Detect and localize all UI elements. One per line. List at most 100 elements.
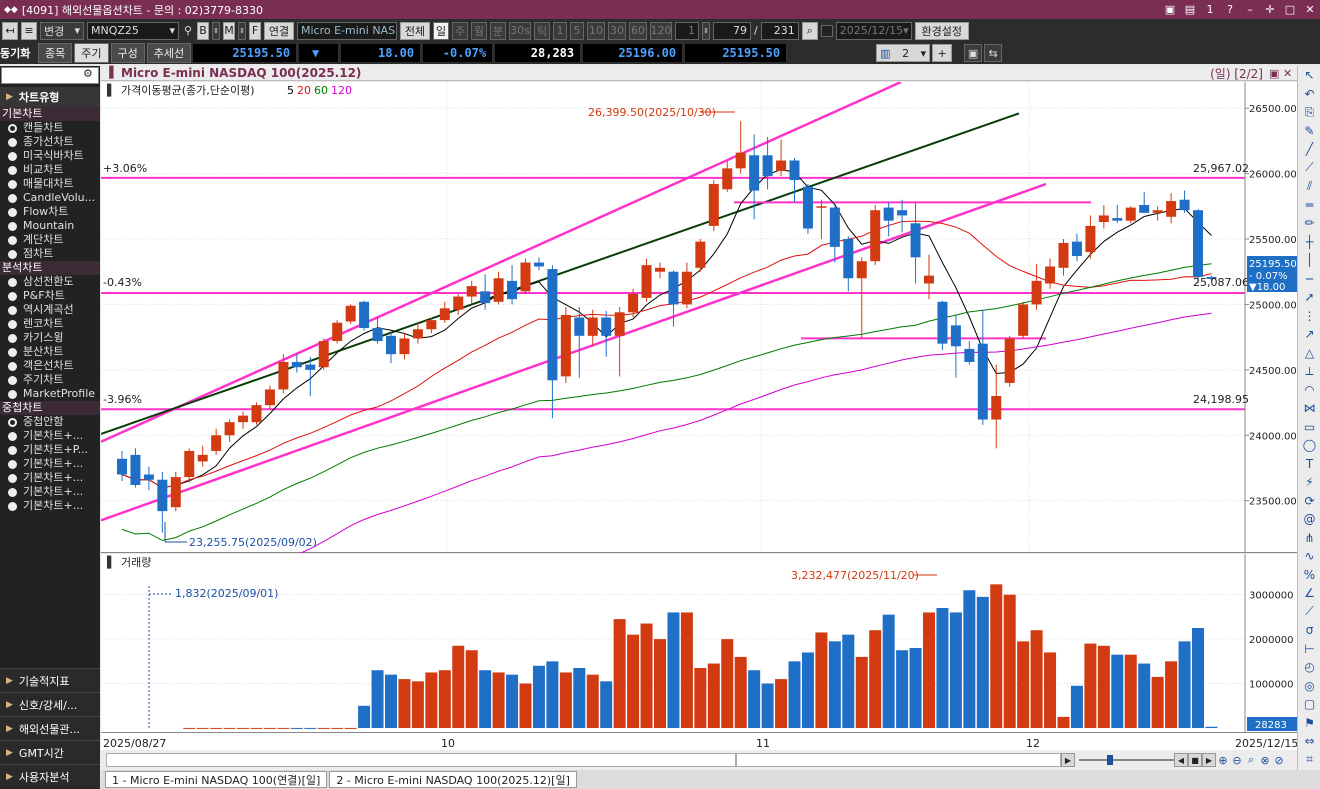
volume-bar[interactable] bbox=[815, 632, 828, 728]
m-spinner[interactable]: ⇕ bbox=[238, 21, 246, 40]
interval-120-button[interactable]: 120 bbox=[650, 21, 672, 40]
candle-body[interactable] bbox=[802, 186, 813, 229]
radio-icon[interactable] bbox=[8, 277, 17, 287]
scroll-right-button[interactable]: ▶ bbox=[1061, 753, 1075, 767]
sidebar-item[interactable]: 기본차트+... bbox=[0, 429, 100, 443]
candle-body[interactable] bbox=[587, 317, 598, 336]
candle-body[interactable] bbox=[184, 450, 195, 478]
ellipse-tool-icon[interactable]: ◯ bbox=[1302, 438, 1317, 453]
radio-icon[interactable] bbox=[8, 361, 17, 371]
period-tick-button[interactable]: 틱 bbox=[534, 21, 550, 40]
radio-icon[interactable] bbox=[8, 501, 17, 511]
candle-body[interactable] bbox=[641, 265, 652, 298]
volume-bar[interactable] bbox=[600, 681, 613, 728]
volume-bar[interactable] bbox=[465, 650, 478, 728]
volume-bar[interactable] bbox=[667, 612, 680, 728]
candle-body[interactable] bbox=[1112, 218, 1123, 221]
tab-symbol[interactable]: 종목 bbox=[38, 43, 73, 63]
volume-bar[interactable] bbox=[344, 727, 357, 729]
date-input[interactable]: 2025/12/15 ▾ bbox=[835, 21, 912, 40]
candle-body[interactable] bbox=[170, 477, 181, 508]
sidebar-item[interactable]: 비교차트 bbox=[0, 163, 100, 177]
candle-body[interactable] bbox=[453, 296, 464, 310]
volume-bar[interactable] bbox=[1178, 641, 1191, 728]
sidebar-menu-item[interactable]: ▶ 해외선물관... bbox=[0, 716, 100, 740]
candle-body[interactable] bbox=[829, 207, 840, 247]
volume-bar[interactable] bbox=[250, 727, 263, 729]
channel-upper-line[interactable] bbox=[100, 80, 902, 443]
settings-button[interactable]: 환경설정 bbox=[914, 21, 969, 40]
channel-lower-line[interactable] bbox=[100, 182, 1047, 522]
pattern-tool-icon[interactable]: ⌗ bbox=[1306, 752, 1313, 767]
candle-body[interactable] bbox=[305, 364, 316, 370]
candle-body[interactable] bbox=[950, 325, 961, 347]
volume-bar[interactable] bbox=[425, 672, 438, 728]
radio-icon[interactable] bbox=[8, 347, 17, 357]
volume-bar[interactable] bbox=[990, 584, 1003, 728]
candle-body[interactable] bbox=[264, 389, 275, 406]
line-tool-icon[interactable]: ╱ bbox=[1305, 142, 1314, 157]
radio-icon[interactable] bbox=[8, 319, 17, 329]
volume-bar[interactable] bbox=[290, 727, 303, 729]
volume-bar[interactable] bbox=[1097, 645, 1110, 728]
b-spinner[interactable]: ⇕ bbox=[212, 21, 220, 40]
candle-body[interactable] bbox=[735, 152, 746, 169]
volume-bar[interactable] bbox=[694, 668, 707, 728]
trend-tool-icon[interactable]: ⟋ bbox=[1305, 160, 1314, 175]
volume-bar[interactable] bbox=[358, 705, 371, 728]
candle-body[interactable] bbox=[251, 405, 262, 423]
period-month-button[interactable]: 월 bbox=[471, 21, 487, 40]
volume-bar[interactable] bbox=[761, 683, 774, 728]
volume-bar[interactable] bbox=[277, 727, 290, 729]
volume-bar[interactable] bbox=[1192, 628, 1204, 728]
candle-body[interactable] bbox=[399, 338, 410, 355]
volume-bar[interactable] bbox=[721, 639, 734, 728]
volume-bar[interactable] bbox=[1070, 685, 1083, 728]
sidebar-item[interactable]: 계단차트 bbox=[0, 233, 100, 247]
sidebar-menu-item[interactable]: ▶ 기술적지표 bbox=[0, 668, 100, 692]
volume-bar[interactable] bbox=[775, 679, 788, 728]
pencil-tool-icon[interactable]: ✏ bbox=[1304, 216, 1315, 231]
sidebar-item[interactable]: 삼선전환도 bbox=[0, 275, 100, 289]
sidebar-item[interactable]: 중첩안함 bbox=[0, 415, 100, 429]
candle-body[interactable] bbox=[1031, 280, 1042, 305]
candle-body[interactable] bbox=[964, 348, 975, 362]
candle-body[interactable] bbox=[991, 396, 1002, 420]
close-chart-icon[interactable]: ✕ bbox=[1283, 66, 1293, 80]
tri-tool-icon[interactable]: △ bbox=[1304, 345, 1315, 360]
candle-body[interactable] bbox=[143, 474, 154, 480]
swap-icon[interactable]: ⇆ bbox=[984, 44, 1003, 62]
sidebar-header[interactable]: ▶ 차트유형 bbox=[0, 87, 100, 107]
m-button[interactable]: M bbox=[223, 21, 235, 40]
date-checkbox[interactable] bbox=[820, 24, 833, 37]
volume-bar[interactable] bbox=[385, 674, 397, 728]
candle-body[interactable] bbox=[1098, 215, 1109, 222]
restore-button[interactable]: □ bbox=[1284, 3, 1296, 16]
candle-body[interactable] bbox=[493, 278, 504, 302]
candle-body[interactable] bbox=[533, 262, 544, 267]
candle-body[interactable] bbox=[749, 155, 760, 191]
number-icon[interactable]: 1 bbox=[1206, 3, 1214, 16]
tab-period[interactable]: 주기 bbox=[74, 43, 109, 63]
candle-body[interactable] bbox=[722, 168, 733, 190]
volume-bar[interactable] bbox=[1030, 630, 1043, 728]
volume-bar[interactable] bbox=[371, 670, 384, 728]
sidebar-section-title[interactable]: 기본차트 bbox=[0, 107, 100, 121]
candle-body[interactable] bbox=[1018, 304, 1029, 336]
candle-body[interactable] bbox=[924, 275, 934, 284]
candle-body[interactable] bbox=[1125, 207, 1136, 221]
radio-icon[interactable] bbox=[8, 389, 17, 399]
save-icon[interactable]: ▣ bbox=[964, 44, 983, 62]
candle-body[interactable] bbox=[668, 271, 679, 305]
sync-label[interactable]: 동기화 bbox=[0, 47, 31, 60]
candle-body[interactable] bbox=[197, 454, 208, 462]
volume-bar[interactable] bbox=[573, 668, 586, 728]
trend-line[interactable] bbox=[100, 112, 1020, 435]
volume-chart-panel[interactable]: 3000000 2000000 1000000 ▌ 거래량 3,232,477(20… bbox=[101, 554, 1297, 732]
volume-bar[interactable] bbox=[263, 727, 276, 729]
arrow-tool-icon[interactable]: ➚ bbox=[1304, 290, 1315, 305]
volume-bar[interactable] bbox=[788, 661, 801, 728]
cycle-tool-icon[interactable]: ⟳ bbox=[1304, 493, 1315, 508]
volume-bar[interactable] bbox=[586, 674, 599, 728]
radio-icon[interactable] bbox=[8, 459, 17, 469]
